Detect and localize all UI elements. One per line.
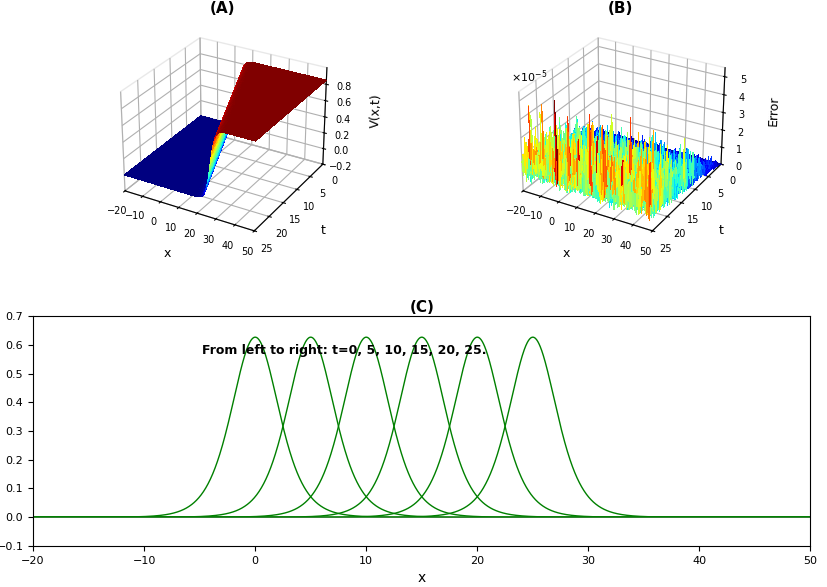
X-axis label: x: x xyxy=(418,571,426,585)
Text: From left to right: t=0, 5, 10, 15, 20, 25.: From left to right: t=0, 5, 10, 15, 20, … xyxy=(202,344,486,357)
Title: (C): (C) xyxy=(409,300,434,315)
Title: (B): (B) xyxy=(608,1,633,16)
X-axis label: x: x xyxy=(164,247,171,260)
X-axis label: x: x xyxy=(562,247,570,260)
Y-axis label: t: t xyxy=(321,224,326,237)
Title: (A): (A) xyxy=(210,1,236,16)
Text: $\times 10^{-5}$: $\times 10^{-5}$ xyxy=(510,69,547,85)
Y-axis label: t: t xyxy=(719,224,724,237)
